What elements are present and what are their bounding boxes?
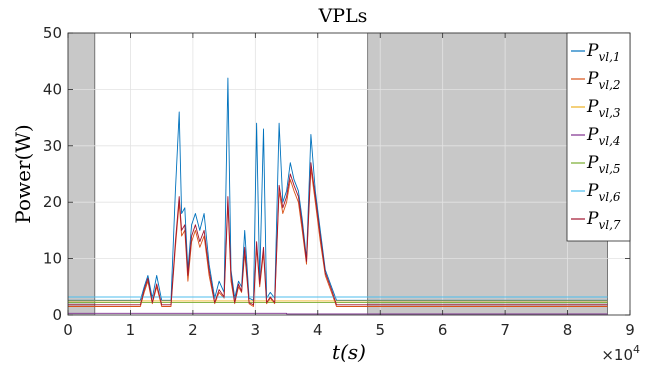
legend-label-subscript: vl,4 — [598, 134, 620, 148]
series-line-4 — [68, 312, 608, 315]
x-tick-label: 7 — [500, 321, 510, 339]
y-tick-label: 40 — [43, 80, 62, 98]
legend-label-subscript: vl,6 — [598, 190, 620, 204]
x-tick-label: 9 — [625, 321, 635, 339]
x-tick-label: 0 — [63, 321, 73, 339]
x-axis-label: t(s) — [332, 340, 366, 364]
legend-label-subscript: vl,1 — [598, 50, 620, 64]
legend-label-subscript: vl,5 — [598, 162, 620, 176]
series-line-1 — [68, 77, 608, 301]
x-tick-label: 6 — [438, 321, 448, 339]
legend-box — [566, 32, 631, 242]
y-tick-label: 20 — [43, 193, 62, 211]
legend-label-subscript: vl,7 — [598, 218, 620, 232]
x-tick-label: 4 — [313, 321, 323, 339]
series-line-7 — [68, 162, 608, 306]
y-tick-label: 50 — [43, 24, 62, 42]
x-tick-label: 5 — [375, 321, 385, 339]
x-tick-label: 8 — [563, 321, 573, 339]
x-axis-multiplier-exponent: 4 — [633, 343, 640, 356]
y-tick-labels: 0 10 20 30 40 50 — [43, 24, 62, 324]
x-tick-label: 1 — [126, 321, 136, 339]
x-tick-label: 3 — [251, 321, 261, 339]
x-tick-labels: 0 1 2 3 4 5 6 7 8 9 — [63, 321, 635, 339]
y-axis-label: Power(W) — [11, 124, 35, 223]
legend-label-subscript: vl,2 — [598, 78, 620, 92]
shaded-region-1 — [67, 32, 96, 316]
y-tick-label: 10 — [43, 250, 62, 268]
x-axis-multiplier: ×104 — [601, 343, 640, 364]
y-tick-label: 0 — [52, 306, 62, 324]
y-tick-label: 30 — [43, 137, 62, 155]
series-lines — [68, 77, 608, 315]
x-tick-label: 2 — [188, 321, 198, 339]
legend-label-subscript: vl,3 — [598, 106, 620, 120]
chart-title: VPLs — [318, 5, 368, 27]
